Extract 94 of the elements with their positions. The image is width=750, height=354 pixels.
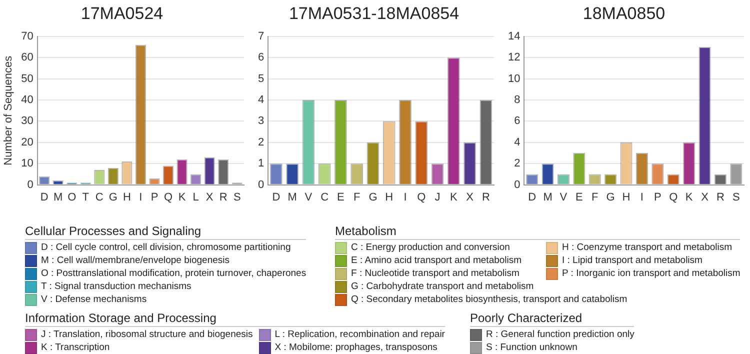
y-tick-label: 50 — [21, 72, 34, 85]
text: Cellular Processes and Signaling — [25, 224, 306, 240]
y-tick-label: 6 — [514, 115, 520, 128]
x-tick-label: X — [466, 191, 474, 204]
y-tick-label: 4 — [514, 136, 520, 148]
x-tick-label: S — [233, 191, 241, 204]
category-label: M : Cell wall/membrane/envelope biogenesis — [41, 255, 230, 267]
x-tick-label: V — [560, 191, 568, 204]
x-tick-label: O — [68, 191, 77, 204]
category-label: Q : Secondary metabolites biosynthesis, transport and catabolism — [351, 294, 628, 306]
x-tick-label: D — [528, 191, 536, 204]
x-tick-label: I — [404, 191, 407, 204]
x-tick-label: M — [543, 191, 552, 204]
x-tick-label: P — [150, 191, 158, 204]
x-tick-label: D — [40, 191, 48, 204]
category-label: L : Replication, recombination and repair — [274, 329, 445, 341]
x-tick-label: Q — [164, 191, 173, 204]
x-tick-label: J — [434, 191, 440, 204]
x-tick-label: X — [206, 191, 214, 204]
y-tick-label: 0 — [258, 178, 264, 191]
y-tick-label: 2 — [258, 136, 264, 148]
y-tick-label: 20 — [21, 136, 34, 148]
chart-title: 17MA0531-18MA0854 — [288, 4, 460, 23]
text: Information Storage and Processing — [25, 311, 445, 327]
category-label: I : Lipid transport and metabolism — [562, 255, 702, 267]
text: Metabolism — [335, 224, 740, 240]
category-label: G : Carbohydrate transport and metabolism — [351, 281, 534, 293]
category-label: T : Signal transduction mechanisms — [41, 281, 192, 293]
x-tick-label: R — [482, 191, 490, 204]
x-tick-label: H — [122, 191, 131, 204]
category-label: E : Amino acid transport and metabolism — [351, 255, 522, 267]
x-tick-label: G — [368, 191, 378, 204]
category-label: D : Cell cycle control, cell division, chromosome partitioning — [41, 242, 291, 254]
x-tick-label: K — [178, 191, 186, 204]
x-tick-label: C — [320, 191, 329, 204]
category-label: O : Posttranslational modification, protein turnover, chaperones — [41, 268, 306, 280]
y-tick-label: 40 — [21, 94, 34, 106]
y-tick-label: 60 — [21, 52, 34, 64]
x-tick-label: F — [592, 191, 599, 204]
y-tick-label: 12 — [508, 52, 520, 64]
x-tick-label: H — [385, 191, 394, 204]
category-label: X : Mobilome: prophages, transposons — [274, 342, 438, 354]
chart-title: 17MA0524 — [80, 4, 164, 23]
y-tick-label: 8 — [514, 94, 520, 106]
text: Poorly Characterized — [470, 311, 634, 327]
y-tick-label: 6 — [258, 52, 264, 64]
category-label: R : General function prediction only — [486, 329, 634, 341]
x-tick-label: C — [95, 191, 104, 204]
x-tick-label: R — [716, 191, 724, 204]
x-tick-label: K — [685, 191, 694, 204]
x-tick-label: R — [219, 191, 228, 204]
y-axis-title: Number of Sequences — [2, 55, 15, 166]
y-tick-label: 10 — [21, 158, 34, 170]
category-label: K : Transcription — [41, 342, 110, 354]
y-tick-label: 70 — [21, 30, 34, 42]
x-tick-label: I — [139, 191, 142, 204]
chart-title: 18MA0850 — [582, 4, 666, 23]
category-label: V : Defense mechanisms — [41, 294, 147, 306]
y-tick-label: 0 — [27, 178, 34, 191]
y-tick-label: 7 — [258, 30, 264, 42]
category-label: H : Coenzyme transport and metabolism — [562, 242, 732, 254]
y-tick-label: 3 — [258, 115, 264, 128]
y-tick-label: 30 — [21, 115, 34, 128]
y-tick-label: 0 — [514, 178, 520, 191]
x-tick-label: H — [622, 191, 630, 204]
category-label: J : Translation, ribosomal structure and biogenesis — [41, 329, 253, 341]
y-tick-label: 14 — [508, 30, 520, 42]
category-label: S : Function unknown — [486, 342, 578, 354]
x-tick-label: M — [288, 191, 297, 204]
category-label: F : Nucleotide transport and metabolism — [351, 268, 520, 280]
x-tick-label: E — [337, 191, 344, 204]
x-tick-label: Q — [417, 191, 426, 204]
x-tick-label: L — [192, 191, 199, 204]
x-tick-label: Q — [669, 191, 678, 204]
category-label: P : Inorganic ion transport and metabolism — [562, 268, 740, 280]
x-tick-label: X — [701, 191, 710, 204]
category-label: C : Energy production and conversion — [351, 242, 510, 254]
y-tick-label: 4 — [258, 94, 264, 106]
x-tick-label: I — [640, 191, 644, 204]
x-tick-label: D — [272, 191, 280, 204]
x-tick-label: G — [606, 191, 615, 204]
x-tick-label: P — [654, 191, 662, 204]
x-tick-label: T — [82, 191, 90, 204]
x-tick-label: S — [732, 191, 740, 204]
x-tick-label: E — [576, 191, 583, 204]
x-tick-label: M — [54, 191, 63, 204]
y-tick-label: 1 — [258, 158, 264, 170]
x-tick-label: F — [353, 191, 360, 204]
x-tick-label: G — [108, 191, 118, 204]
x-tick-label: V — [304, 191, 313, 204]
y-tick-label: 10 — [508, 72, 520, 85]
y-tick-label: 5 — [258, 72, 264, 85]
y-tick-label: 2 — [514, 158, 520, 170]
x-tick-label: K — [450, 191, 458, 204]
